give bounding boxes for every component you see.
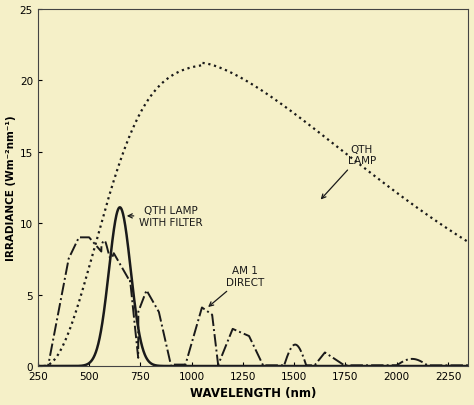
Text: QTH LAMP
WITH FILTER: QTH LAMP WITH FILTER [128, 206, 203, 227]
Y-axis label: IRRADIANCE (Wm⁻²nm⁻¹): IRRADIANCE (Wm⁻²nm⁻¹) [6, 115, 16, 260]
Text: AM 1
DIRECT: AM 1 DIRECT [209, 266, 264, 306]
X-axis label: WAVELENGTH (nm): WAVELENGTH (nm) [190, 386, 316, 399]
Text: QTH
LAMP: QTH LAMP [321, 144, 376, 199]
